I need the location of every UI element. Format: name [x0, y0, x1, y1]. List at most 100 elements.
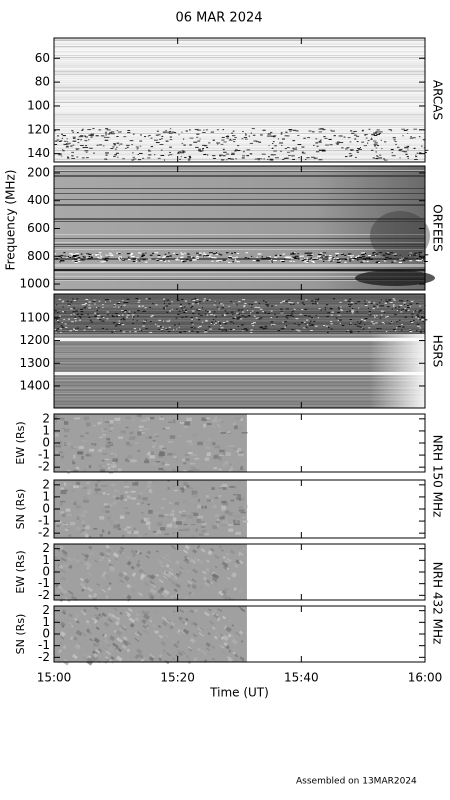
spectrogram-row [54, 93, 425, 94]
speckle [182, 261, 185, 263]
speckle [56, 319, 59, 321]
speckle [364, 324, 366, 326]
speckle [385, 299, 387, 301]
speckle [322, 252, 327, 254]
image-texture [75, 565, 81, 570]
image-texture [167, 440, 174, 443]
image-texture [219, 485, 222, 488]
image-texture [230, 466, 233, 471]
speckle [232, 313, 234, 315]
speckle [419, 152, 422, 154]
speckle [85, 151, 88, 153]
image-texture [181, 650, 187, 655]
speckle [201, 321, 204, 323]
spectrogram-row [54, 218, 425, 219]
speckle [304, 326, 308, 328]
image-texture [240, 639, 244, 644]
spectrogram-row [54, 259, 425, 260]
speckle [126, 302, 129, 304]
speckle [276, 316, 279, 318]
speckle [243, 136, 248, 138]
image-texture [76, 481, 81, 486]
spectrogram-row [54, 401, 425, 402]
speckle [241, 138, 244, 140]
speckle [66, 156, 69, 158]
speckle [216, 142, 221, 144]
image-texture [73, 644, 80, 651]
image-texture [84, 578, 90, 584]
speckle [363, 320, 366, 322]
speckle [410, 321, 413, 323]
image-texture [167, 516, 173, 519]
speckle [194, 298, 197, 300]
image-texture [113, 524, 120, 529]
speckle [194, 301, 198, 303]
speckle [111, 314, 114, 316]
speckle [175, 317, 178, 319]
speckle [104, 139, 109, 141]
speckle [236, 317, 240, 319]
image-texture [140, 519, 146, 523]
image-texture [208, 608, 212, 612]
speckle [68, 142, 71, 144]
speckle [126, 144, 130, 146]
speckle [357, 321, 359, 323]
speckle [277, 330, 281, 332]
speckle [87, 258, 91, 260]
speckle [122, 300, 124, 302]
speckle [361, 130, 364, 132]
speckle [327, 312, 331, 314]
speckle [376, 303, 378, 305]
image-texture [126, 583, 132, 589]
speckle [347, 300, 351, 302]
speckle [99, 319, 102, 321]
image-texture [146, 485, 151, 488]
image-texture [93, 637, 100, 644]
speckle [297, 144, 302, 146]
speckle [158, 328, 161, 330]
spectrogram-row [54, 67, 425, 68]
speckle [380, 299, 382, 301]
speckle [211, 260, 214, 262]
image-texture [233, 448, 240, 451]
spectrogram-row [54, 272, 425, 273]
image-texture [192, 656, 198, 662]
image-texture [82, 652, 89, 659]
image-texture [108, 565, 116, 572]
speckle [198, 301, 202, 303]
speckle [223, 151, 227, 153]
image-texture [212, 616, 219, 621]
speckle [391, 308, 393, 310]
image-texture [198, 446, 202, 449]
speckle [423, 260, 428, 262]
speckle [316, 299, 319, 301]
image-texture [232, 519, 236, 523]
speckle [73, 328, 77, 330]
image-texture [103, 621, 110, 628]
speckle [67, 143, 70, 145]
image-texture [71, 547, 76, 551]
image-texture [55, 589, 61, 595]
speckle [155, 134, 159, 136]
image-texture [188, 648, 193, 652]
image-texture [126, 648, 131, 653]
image-texture [132, 482, 139, 486]
speckle [360, 318, 364, 320]
image-texture [60, 588, 67, 595]
speckle [392, 298, 395, 300]
spectrogram-row [54, 70, 425, 71]
spectrogram-row [54, 39, 425, 40]
speckle [230, 311, 234, 313]
speckle [309, 255, 313, 257]
speckle [270, 324, 273, 326]
spectrogram-row [54, 120, 425, 121]
speckle [301, 260, 304, 262]
speckle [244, 134, 247, 136]
speckle [251, 310, 254, 312]
image-texture [230, 462, 235, 465]
spectrogram-row [54, 368, 425, 369]
image-texture [214, 416, 218, 420]
image-texture [130, 490, 136, 493]
image-texture [200, 508, 207, 511]
image-texture [144, 460, 150, 464]
